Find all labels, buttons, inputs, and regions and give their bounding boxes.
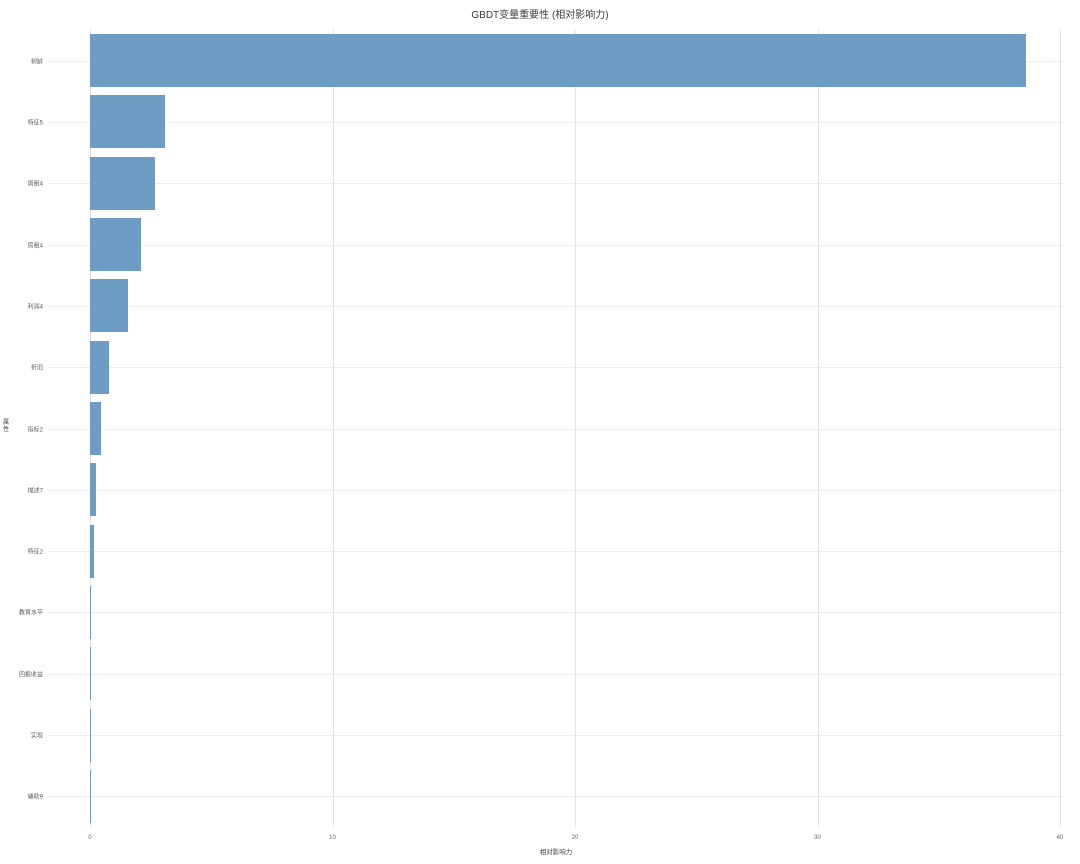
bar-指标2 [90, 402, 101, 455]
y-tick-label: 描述7 [27, 488, 43, 495]
bar-实现 [90, 708, 92, 762]
y-tick-label: 实现 [30, 733, 43, 740]
horizontal-gridline [48, 673, 1064, 675]
y-tick-label: 教育水平 [18, 610, 43, 617]
bar-特征2 [90, 524, 95, 578]
x-axis-label: 相对影响力 [539, 849, 573, 856]
horizontal-gridline [48, 428, 1064, 430]
horizontal-gridline [48, 489, 1064, 491]
horizontal-gridline [48, 183, 1064, 185]
y-tick-label: 树龄 [30, 59, 43, 66]
horizontal-gridline [48, 121, 1064, 123]
y-tick-label: 折旧 [30, 365, 43, 372]
x-tick-label: 40 [1056, 835, 1064, 841]
y-tick-labels: 树龄特征5 周租4 房租4 利润4 折旧指标2 描述7 特征2 教育水平回报收益实现辅助9 [0, 30, 44, 827]
bar-回报收益 [90, 647, 92, 701]
y-axis-label: 属性 [2, 420, 9, 433]
y-tick-label: 指标2 [27, 427, 43, 433]
x-tick-label: 10 [329, 835, 336, 841]
bar-周租4 [90, 156, 156, 210]
bar-折旧 [90, 340, 110, 394]
bar-教育水平 [90, 585, 92, 639]
y-tick-label: 特征5 [27, 120, 43, 127]
bar-树龄 [90, 34, 1027, 88]
bar-房租4 [90, 218, 141, 272]
y-tick-label: 房租4 [27, 243, 43, 250]
bar-描述7 [90, 463, 96, 517]
x-tick-labels: 0 10 20 30 40 [0, 833, 1080, 845]
x-tick-label: 20 [571, 835, 579, 841]
horizontal-gridline [48, 244, 1064, 246]
x-tick-label: 0 [88, 835, 92, 841]
bar-特征5 [90, 95, 166, 149]
y-tick-label: 特征2 [27, 549, 43, 556]
chart-title: GBDT变量重要性 (相对影响力) [471, 10, 609, 21]
y-tick-label: 辅助9 [27, 794, 43, 801]
y-tick-label: 利润4 [27, 304, 43, 311]
horizontal-gridline [48, 735, 1064, 737]
horizontal-gridline [48, 551, 1064, 553]
y-tick-label: 回报收益 [18, 672, 43, 679]
horizontal-gridline [48, 367, 1064, 369]
horizontal-gridline [48, 612, 1064, 614]
y-tick-label: 周租4 [27, 181, 43, 188]
plot-area [48, 30, 1064, 827]
horizontal-gridline [48, 796, 1064, 798]
bar-利润4 [90, 279, 128, 333]
horizontal-gridline [48, 305, 1064, 307]
x-tick-label: 30 [814, 835, 821, 841]
bar-辅助9 [90, 769, 91, 823]
